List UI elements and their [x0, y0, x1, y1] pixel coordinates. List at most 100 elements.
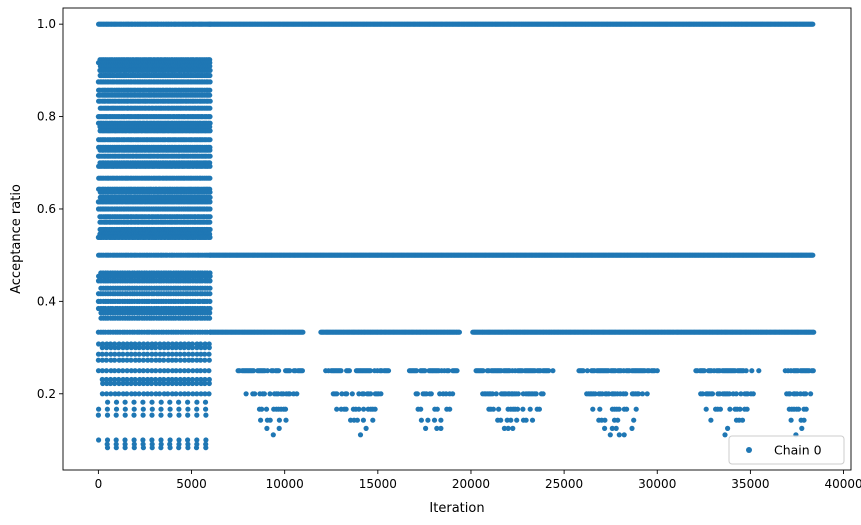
data-point: [113, 406, 120, 412]
data-point: [167, 445, 173, 451]
data-point: [167, 399, 173, 405]
data-point: [167, 412, 173, 418]
data-point: [194, 399, 200, 405]
data-point: [207, 234, 213, 240]
data-point: [158, 445, 164, 451]
data-point: [438, 425, 444, 431]
data-point: [270, 432, 276, 438]
data-point: [282, 406, 289, 412]
data-point: [149, 412, 155, 418]
data-point: [185, 445, 191, 451]
data-point: [338, 368, 344, 374]
data-point: [149, 406, 155, 412]
data-point: [207, 291, 213, 297]
data-point: [349, 391, 355, 397]
data-point: [96, 437, 102, 443]
data-point: [104, 445, 111, 451]
data-point: [533, 391, 539, 397]
data-point: [131, 399, 137, 405]
data-point: [203, 445, 209, 451]
data-point: [207, 124, 213, 130]
data-point: [515, 391, 521, 397]
data-point: [810, 252, 816, 258]
data-point: [149, 445, 155, 451]
data-point: [514, 417, 520, 423]
data-point: [267, 391, 273, 397]
data-point: [259, 406, 265, 412]
data-point: [206, 345, 212, 351]
data-point: [194, 412, 200, 418]
data-point: [207, 98, 213, 104]
data-point: [207, 226, 213, 233]
data-point: [207, 163, 213, 169]
data-point: [140, 399, 146, 405]
data-point: [276, 417, 282, 423]
data-point: [414, 391, 420, 397]
scatter-points: [95, 21, 817, 451]
data-point: [527, 406, 533, 412]
data-point: [243, 391, 249, 397]
data-point: [357, 432, 364, 438]
data-point: [113, 399, 120, 405]
data-point: [203, 412, 209, 418]
data-point: [515, 406, 521, 412]
data-point: [207, 153, 213, 159]
data-point: [207, 63, 213, 69]
data-point: [176, 445, 182, 451]
data-point: [263, 406, 270, 412]
data-point: [104, 412, 111, 418]
data-point: [207, 273, 213, 279]
data-point: [176, 412, 182, 418]
data-point: [378, 391, 384, 397]
data-point: [360, 417, 366, 423]
data-point: [167, 406, 173, 412]
data-point: [550, 368, 556, 374]
data-point: [176, 406, 182, 412]
data-point: [510, 425, 516, 431]
data-point: [206, 357, 212, 363]
data-point: [454, 368, 460, 374]
data-point: [207, 315, 213, 321]
data-point: [299, 368, 305, 374]
data-point: [158, 406, 164, 412]
data-point: [105, 399, 111, 405]
data-point: [363, 425, 369, 431]
data-point: [261, 391, 267, 397]
data-point: [193, 445, 200, 451]
data-point: [368, 391, 374, 397]
data-point: [264, 425, 270, 431]
data-point: [207, 219, 213, 225]
data-point: [300, 329, 306, 335]
data-point: [520, 406, 526, 412]
data-point: [207, 175, 213, 181]
data-point: [361, 406, 367, 412]
data-point: [161, 357, 167, 363]
data-point: [122, 399, 128, 405]
data-point: [152, 345, 159, 351]
data-point: [418, 417, 424, 423]
data-point: [122, 412, 128, 418]
data-point: [447, 406, 453, 412]
data-point: [113, 412, 119, 418]
data-point: [207, 189, 213, 195]
data-point: [140, 406, 146, 412]
data-point: [431, 417, 438, 423]
data-point: [148, 380, 155, 387]
data-point: [207, 137, 213, 143]
data-point: [131, 406, 137, 412]
data-point: [103, 357, 109, 363]
data-point: [131, 412, 137, 418]
data-point: [267, 417, 273, 423]
data-point: [428, 391, 434, 397]
data-point: [206, 368, 212, 374]
data-point: [276, 425, 282, 431]
data-point: [185, 399, 191, 405]
data-point: [498, 417, 504, 423]
data-point: [206, 351, 212, 357]
data-point: [811, 329, 817, 335]
data-point: [434, 406, 440, 412]
data-point: [207, 310, 213, 316]
data-point: [207, 199, 213, 205]
data-point: [203, 406, 209, 412]
data-point: [207, 114, 213, 120]
